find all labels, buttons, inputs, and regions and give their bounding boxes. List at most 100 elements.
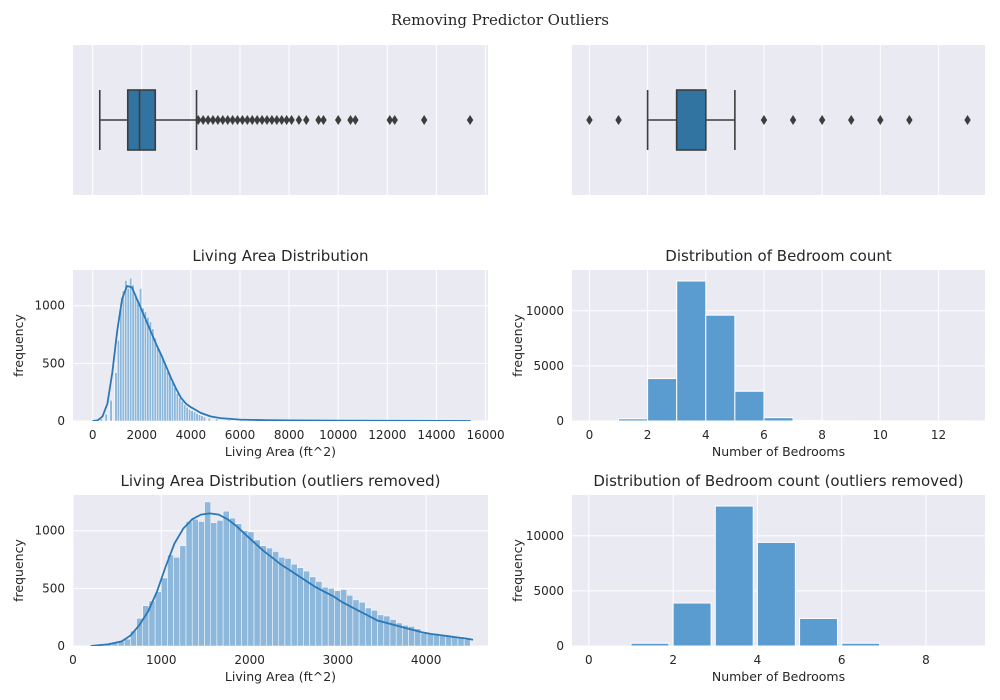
histogram-bar xyxy=(705,314,736,421)
outlier-point xyxy=(391,115,398,125)
x-tick-label: 4 xyxy=(754,653,762,667)
outlier-point xyxy=(615,115,622,125)
histogram-bar xyxy=(229,517,236,646)
x-tick-label: 6000 xyxy=(225,428,256,442)
histogram-bar xyxy=(190,410,194,421)
histogram-bar xyxy=(185,521,193,646)
histogram-bar xyxy=(672,602,712,646)
hist-bedrooms-clean-axes: 0 2 4 6 8 0 5000 10000 Distribution of Bedroom c… xyxy=(510,472,985,684)
histogram-bar xyxy=(109,400,113,421)
y-tick-label: 0 xyxy=(57,414,65,428)
hist-living-area-clean-bars xyxy=(99,501,471,646)
x-tick-label: 12000 xyxy=(368,428,406,442)
histogram-bar xyxy=(202,416,206,421)
histogram-bar xyxy=(315,581,323,646)
histogram-bar xyxy=(179,545,187,646)
kde-line xyxy=(92,285,471,421)
histogram-bar xyxy=(247,531,255,646)
histogram-bar xyxy=(714,505,754,646)
outlier-point xyxy=(214,115,222,125)
histogram-bar xyxy=(799,617,838,646)
histogram-bar xyxy=(420,633,428,646)
histogram-bar xyxy=(352,599,360,646)
histogram-bar xyxy=(618,418,649,421)
histogram-bar xyxy=(197,414,201,421)
histogram-bar xyxy=(841,642,881,646)
histogram-bar xyxy=(278,556,286,646)
outlier-point xyxy=(253,115,261,125)
histogram-bar xyxy=(253,539,261,646)
x-tick-label: 0 xyxy=(585,653,593,667)
hist-bedrooms-axes: 0 2 4 6 8 10 12 0 5000 10000 Distribution of Bedro… xyxy=(510,247,985,459)
histogram-bar xyxy=(222,510,230,646)
y-axis-label: frequency xyxy=(11,539,26,602)
outlier-point xyxy=(209,115,217,125)
outlier-point xyxy=(320,115,327,125)
histogram-bar xyxy=(141,307,145,421)
histogram-bar xyxy=(163,363,167,421)
y-tick-label: 0 xyxy=(556,414,564,428)
histogram-bar xyxy=(124,280,128,421)
y-tick-label: 1000 xyxy=(34,299,65,313)
histogram-bar xyxy=(188,409,192,421)
outlier-point xyxy=(244,115,251,125)
histogram-bar xyxy=(200,415,204,421)
outlier-point xyxy=(283,115,290,125)
x-axis-label: Living Area (ft^2) xyxy=(225,444,336,459)
histogram-bar xyxy=(204,501,211,646)
histogram-bar xyxy=(146,317,150,421)
outlier-point xyxy=(964,115,971,125)
histogram-bar xyxy=(156,345,160,421)
outlier-point xyxy=(386,115,393,125)
histogram-bar xyxy=(426,633,434,646)
y-tick-label: 500 xyxy=(42,356,65,370)
histogram-bar xyxy=(290,563,298,646)
histogram-bar xyxy=(227,419,231,421)
outlier-point xyxy=(586,115,593,125)
axes-title: Distribution of Bedroom count (outliers … xyxy=(593,472,963,490)
x-tick-label: 0 xyxy=(586,428,594,442)
histogram-bar xyxy=(210,522,218,646)
outlier-point xyxy=(295,115,303,125)
histogram-bar xyxy=(136,299,140,421)
histogram-bar xyxy=(178,397,182,421)
outlier-point xyxy=(258,115,266,125)
histogram-bar xyxy=(272,551,279,646)
histogram-bar xyxy=(377,614,385,646)
hist-living-area-clean-axes: 0 1000 2000 3000 4000 0 500 1000 Living Area Dis… xyxy=(11,472,488,684)
outlier-point xyxy=(760,115,768,125)
histogram-bar xyxy=(463,638,471,646)
y-tick-label: 5000 xyxy=(533,584,564,598)
histogram-bar xyxy=(647,378,678,421)
x-tick-label: 0 xyxy=(89,428,97,442)
histogram-bar xyxy=(175,393,179,421)
histogram-bar xyxy=(180,401,184,421)
histogram-bar xyxy=(383,615,391,646)
x-tick-label: 4000 xyxy=(411,653,442,667)
outlier-point xyxy=(315,115,322,125)
x-axis-label: Living Area (ft^2) xyxy=(225,669,336,684)
histogram-bar xyxy=(371,610,378,646)
outlier-point xyxy=(239,115,246,125)
histogram-bar xyxy=(193,411,197,421)
histogram-bar xyxy=(173,556,181,646)
histogram-bar xyxy=(104,413,108,421)
histogram-bar xyxy=(99,418,103,421)
outlier-point xyxy=(818,115,826,125)
histogram-bar xyxy=(116,340,120,421)
histogram-bar xyxy=(166,371,170,421)
x-tick-label: 14000 xyxy=(417,428,455,442)
histogram-bar xyxy=(161,577,168,646)
x-tick-label: 8 xyxy=(818,428,826,442)
histogram-bar xyxy=(241,530,249,646)
hist-bedrooms-clean-bars xyxy=(630,505,881,646)
outlier-point xyxy=(224,115,231,125)
outlier-point xyxy=(420,115,428,125)
histogram-bar xyxy=(114,372,118,421)
outlier-point xyxy=(268,115,276,125)
histogram-bar xyxy=(235,523,242,646)
histogram-bar xyxy=(173,387,177,421)
kde-line xyxy=(90,512,474,646)
outlier-point xyxy=(229,115,236,125)
y-tick-label: 0 xyxy=(556,639,564,653)
